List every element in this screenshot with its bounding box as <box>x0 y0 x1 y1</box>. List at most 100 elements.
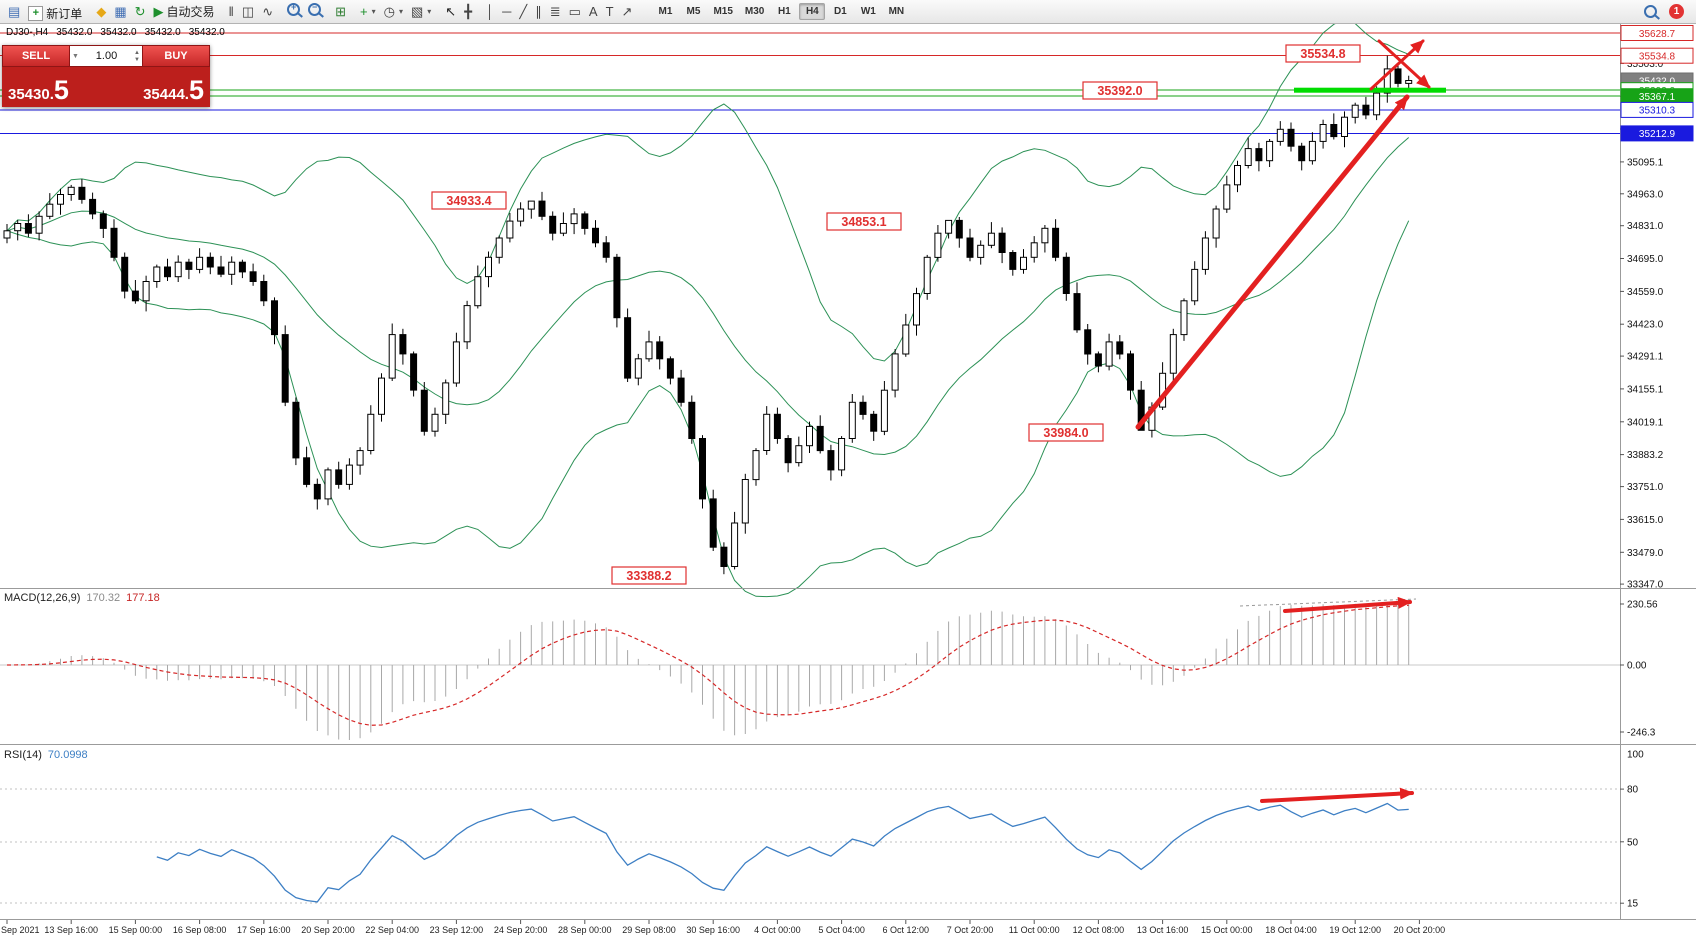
zoom-in-button[interactable]: + <box>283 0 304 21</box>
low-value: 35432.0 <box>144 27 181 38</box>
svg-text:15 Sep 00:00: 15 Sep 00:00 <box>109 925 163 935</box>
svg-text:28 Sep 00:00: 28 Sep 00:00 <box>558 925 612 935</box>
buy-button[interactable]: BUY <box>142 45 210 67</box>
svg-text:35392.0: 35392.0 <box>1097 84 1142 98</box>
periods-icon: ◷ <box>383 4 395 19</box>
fibonacci-icon: ≣ <box>549 4 561 19</box>
candles-layer <box>3 55 1413 575</box>
fibonacci-button[interactable]: ≣ <box>546 1 565 23</box>
new-chart-button[interactable]: ▤ <box>4 1 24 23</box>
volume-spinner[interactable]: ▲ ▼ <box>134 50 140 63</box>
timeframe-m15[interactable]: M15 <box>713 6 733 17</box>
timeframe-m30[interactable]: M30 <box>744 6 765 17</box>
autotrading-button[interactable]: ▶ 自动交易 <box>150 1 219 23</box>
sell-price-big-digit: 5 <box>53 75 69 105</box>
periods-button[interactable]: ◷ ▾ <box>380 1 407 23</box>
svg-text:33615.0: 33615.0 <box>1627 515 1664 526</box>
svg-text:34963.0: 34963.0 <box>1627 189 1664 200</box>
svg-text:23 Sep 12:00: 23 Sep 12:00 <box>430 925 484 935</box>
text-button[interactable]: A <box>585 1 602 23</box>
svg-text:0.00: 0.00 <box>1627 661 1647 672</box>
search-button[interactable] <box>1640 1 1661 23</box>
charts-button[interactable]: ▦ <box>110 1 130 23</box>
buy-price-big-digit: 5 <box>188 75 204 105</box>
svg-text:35534.8: 35534.8 <box>1639 52 1676 63</box>
horizontal-line-button[interactable]: ─ <box>498 1 515 23</box>
notification-badge[interactable]: 1 <box>1669 4 1684 19</box>
annotations[interactable]: 35534.8 35392.0 34933.4 34853.1 33984.0 33388… <box>431 39 1446 585</box>
ohlc-bars-button[interactable]: ‖ <box>225 1 238 23</box>
indicators-icon: + <box>360 4 368 19</box>
zoom-out-button[interactable]: − <box>304 0 325 21</box>
zoom-out-icon: − <box>308 3 322 16</box>
timeframe-w1[interactable]: W1 <box>860 6 876 17</box>
svg-text:12 Oct 08:00: 12 Oct 08:00 <box>1073 925 1125 935</box>
svg-text:34853.1: 34853.1 <box>841 215 886 229</box>
ohlc-bars-icon: ‖ <box>228 4 234 19</box>
svg-text:16 Sep 08:00: 16 Sep 08:00 <box>173 925 227 935</box>
svg-text:50: 50 <box>1627 837 1639 848</box>
candlestick-button[interactable]: ◫ <box>238 1 258 23</box>
svg-text:15 Oct 00:00: 15 Oct 00:00 <box>1201 925 1253 935</box>
refresh-button[interactable]: ↻ <box>131 1 150 23</box>
toolbar: ▤ + 新订单 ◆ ▦ ↻ ▶ 自动交易 ‖ ◫ ∿ + − ⊞ + ▾ ◷ ▾ ▧ ▾ ↖ ╋ │ ─ ╱ ∥ ≣ ▭ A T ↗ M1 M… <box>0 0 1696 24</box>
svg-text:24 Sep 20:00: 24 Sep 20:00 <box>494 925 548 935</box>
volume-value[interactable]: 1.00 <box>95 50 118 62</box>
buy-price[interactable]: 35444. 5 <box>112 75 204 105</box>
trade-buttons-row: SELL ▼ 1.00 ▲ ▼ BUY <box>2 45 210 67</box>
mql-market-button[interactable]: ◆ <box>92 1 110 23</box>
refresh-icon: ↻ <box>134 4 146 19</box>
high-value: 35432.0 <box>100 27 137 38</box>
crosshair-icon: ╋ <box>464 4 473 19</box>
timeframe-h1[interactable]: H1 <box>777 6 791 17</box>
text-icon: A <box>588 4 598 19</box>
new-order-icon: + <box>28 6 44 21</box>
svg-text:35095.1: 35095.1 <box>1627 157 1664 168</box>
volume-up-icon[interactable]: ▲ <box>134 49 140 56</box>
svg-text:-246.3: -246.3 <box>1627 728 1656 739</box>
toolbar-right: 1 <box>1640 1 1692 23</box>
line-chart-button[interactable]: ∿ <box>258 1 277 23</box>
volume-dropdown-icon[interactable]: ▼ <box>72 52 79 60</box>
vertical-line-button[interactable]: │ <box>482 1 498 23</box>
cursor-button[interactable]: ↖ <box>441 1 460 23</box>
bollinger-bands <box>6 18 1410 598</box>
sell-price[interactable]: 35430. 5 <box>8 75 101 105</box>
svg-text:35367.1: 35367.1 <box>1639 92 1676 103</box>
zoom-in-icon: + <box>287 3 301 16</box>
channel-button[interactable]: ∥ <box>531 1 546 23</box>
channel-icon: ∥ <box>535 4 542 19</box>
svg-text:4 Oct 00:00: 4 Oct 00:00 <box>754 925 801 935</box>
timeframe-m1[interactable]: M1 <box>658 6 673 17</box>
tile-windows-button[interactable]: ⊞ <box>331 1 350 23</box>
svg-text:34291.1: 34291.1 <box>1627 352 1664 363</box>
shapes-button[interactable]: ▭ <box>565 1 585 23</box>
arrows-button[interactable]: ↗ <box>618 1 637 23</box>
chart-ohlc-header: DJ30-,H4 35432.0 35432.0 35432.0 35432.0 <box>6 27 225 38</box>
svg-text:33883.2: 33883.2 <box>1627 450 1664 461</box>
candlestick-icon: ◫ <box>241 4 255 19</box>
timeframe-m5[interactable]: M5 <box>686 6 701 17</box>
indicators-button[interactable]: + ▾ <box>356 1 380 23</box>
svg-text:33984.0: 33984.0 <box>1043 426 1088 440</box>
volume-stepper[interactable]: ▼ 1.00 ▲ ▼ <box>70 45 142 67</box>
timeframe-mn[interactable]: MN <box>888 6 905 17</box>
tile-windows-icon: ⊞ <box>335 4 347 19</box>
volume-down-icon[interactable]: ▼ <box>134 56 140 63</box>
svg-text:18 Oct 04:00: 18 Oct 04:00 <box>1265 925 1317 935</box>
price-axis: 35503.035367.135231.135095.134963.034831… <box>1620 24 1694 920</box>
timeframe-h4[interactable]: H4 <box>799 3 826 20</box>
templates-button[interactable]: ▧ ▾ <box>407 1 435 23</box>
svg-text:30 Sep 16:00: 30 Sep 16:00 <box>686 925 740 935</box>
svg-text:33388.2: 33388.2 <box>626 569 671 583</box>
svg-text:34019.1: 34019.1 <box>1627 417 1664 428</box>
timeframe-d1[interactable]: D1 <box>833 6 847 17</box>
trendline-button[interactable]: ╱ <box>515 1 531 23</box>
rsi-panel: 80 50 15 100 <box>0 750 1644 910</box>
open-value: 35432.0 <box>56 27 93 38</box>
new-order-button[interactable]: + 新订单 <box>24 3 86 25</box>
sell-button[interactable]: SELL <box>2 45 70 67</box>
crosshair-button[interactable]: ╋ <box>460 1 476 23</box>
label-button[interactable]: T <box>602 1 618 23</box>
